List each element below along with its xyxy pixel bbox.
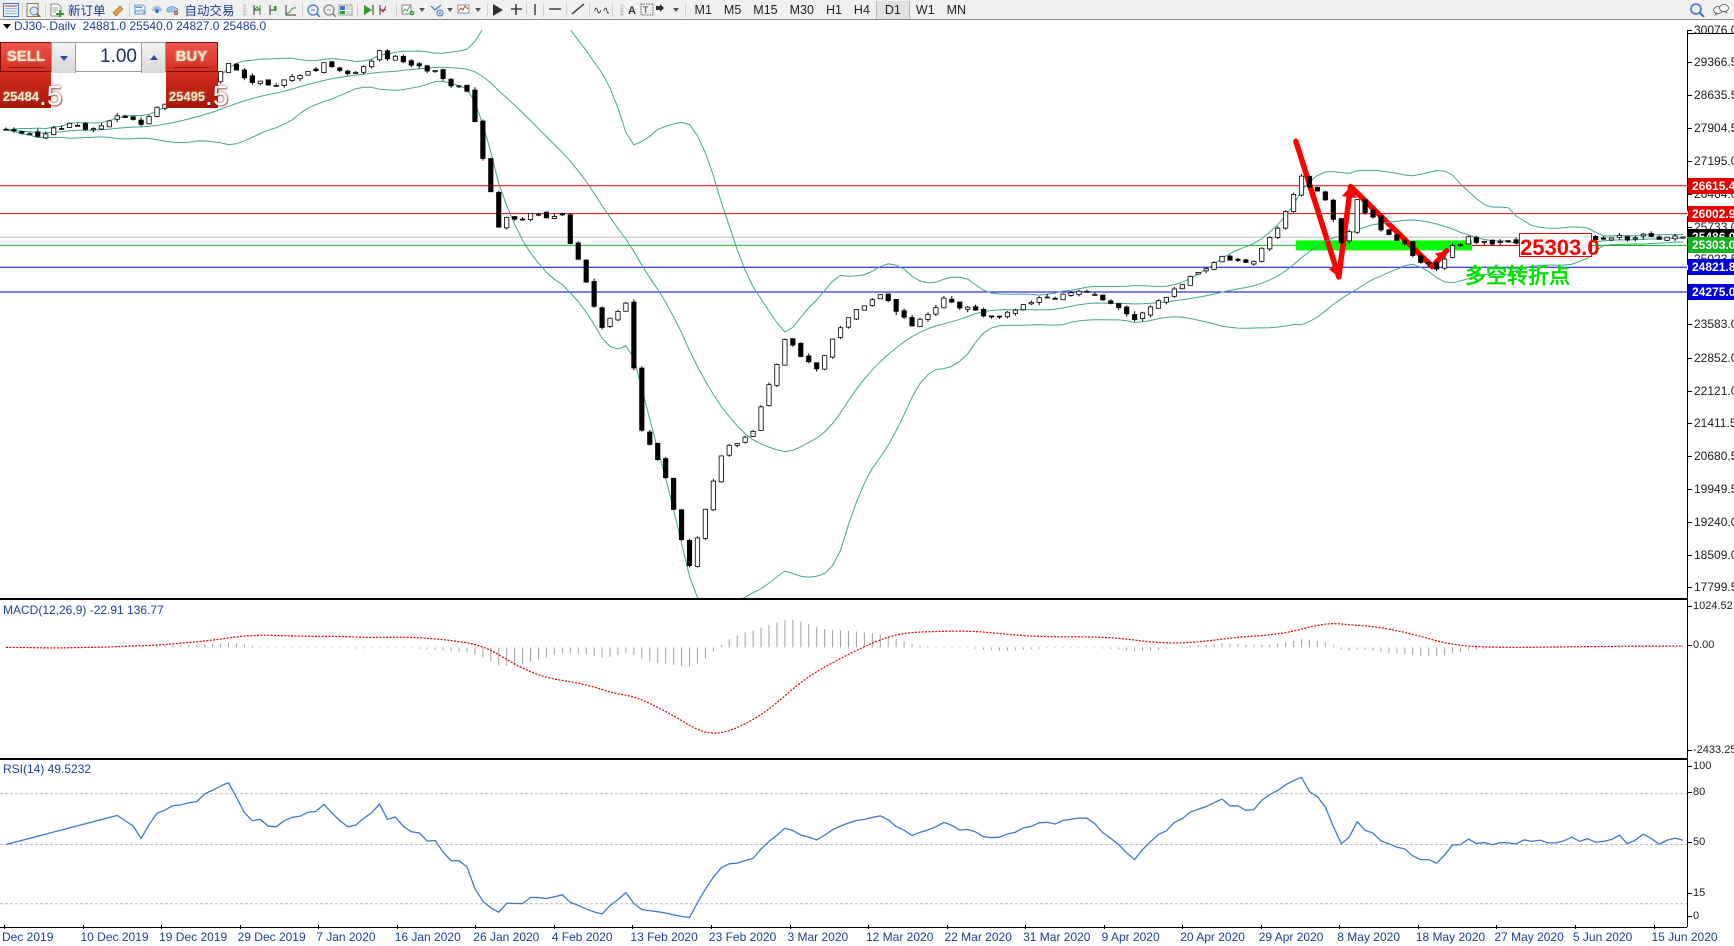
svg-text:A: A [628,5,636,16]
svg-text:∿∿: ∿∿ [593,5,609,16]
svg-text:T: T [643,5,649,15]
